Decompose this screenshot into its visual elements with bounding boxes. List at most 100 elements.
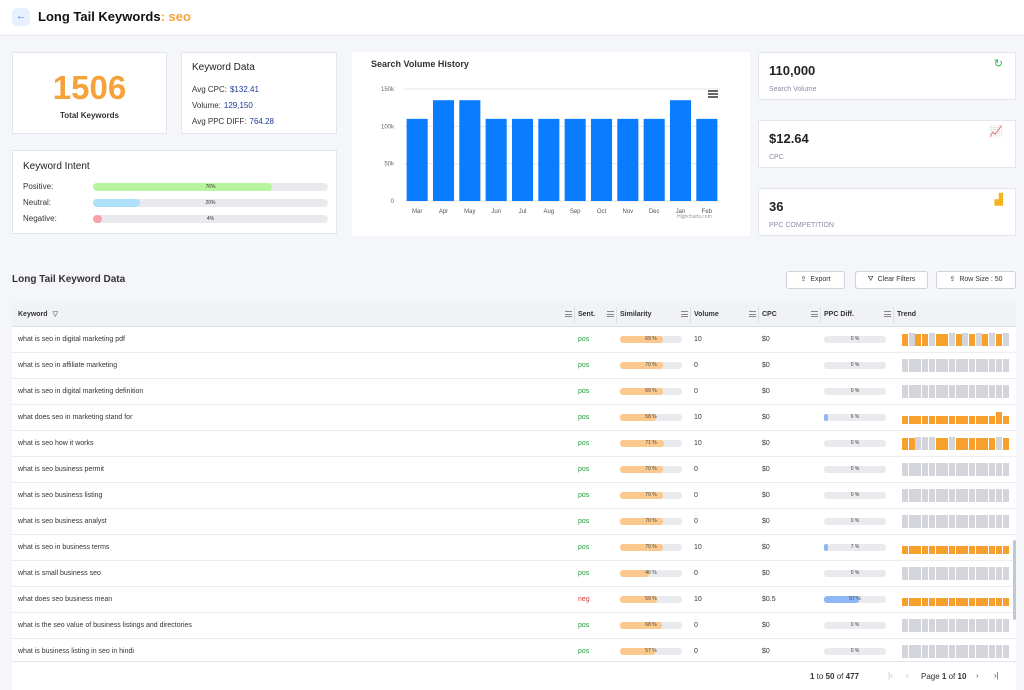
keyword-cell[interactable]: what is business listing in seo in hindi [18,648,134,655]
trend-bar [915,645,922,658]
chart-bar[interactable] [590,118,613,201]
chart-y-tick-label: 50k [384,162,395,168]
row-size-button[interactable]: ⇪ Row Size : 50 [936,271,1016,289]
trend-bar [915,463,922,476]
table-row[interactable]: what is seo in business terms pos 70 % 10 $0… [12,535,1016,561]
chart-bar[interactable] [617,118,639,201]
keyword-cell[interactable]: what is seo how it works [18,440,94,447]
chart-bar[interactable] [459,100,481,201]
chart-bar[interactable] [643,118,665,201]
next-page-icon[interactable]: › [976,671,979,680]
chart-bar[interactable] [669,100,692,201]
trend-bar [989,598,996,606]
column-header-ppc-diff[interactable]: PPC Diff. [824,303,897,327]
trend-bar [935,463,942,476]
keyword-cell[interactable]: what is seo in digital marketing definit… [18,388,144,395]
trend-bar [989,333,996,346]
clear-filters-button[interactable]: ⛛ Clear Filters [855,271,928,289]
table-row[interactable]: what does seo in marketing stand for pos 5… [12,405,1016,431]
first-page-icon[interactable]: |‹ [888,671,893,680]
column-header-cpc[interactable]: CPC [762,303,824,327]
trend-bar [982,385,989,398]
trend-bar [902,385,908,398]
table-row[interactable]: what is seo in affiliate marketing pos 70 … [12,353,1016,379]
chart-bar[interactable] [485,118,507,201]
filter-icon: ⛛ [867,276,874,283]
column-menu-icon[interactable] [811,311,818,317]
similarity-bar-text: 70 % [645,362,657,368]
keyword-cell[interactable]: what is seo in digital marketing pdf [18,336,125,343]
table-row[interactable]: what is seo in digital marketing definit… [12,379,1016,405]
chart-menu-icon[interactable] [708,90,718,98]
trend-bar [942,645,949,658]
chart-bar[interactable] [538,118,560,201]
avg-cpc-label: Avg CPC: [192,85,227,94]
table-row[interactable]: what is seo business listing pos 70 % 0 $0 0 … [12,483,1016,509]
similarity-bar: 70 % [620,518,682,525]
column-header-trend[interactable]: Trend [897,303,1016,327]
chart-bar[interactable] [432,100,455,201]
column-menu-icon[interactable] [749,311,756,317]
column-header-similarity[interactable]: Similarity [620,303,694,327]
export-button[interactable]: ⇪ Export [786,271,845,289]
column-header-volume[interactable]: Volume [694,303,762,327]
table-row[interactable]: what is the seo value of business listin… [12,613,1016,639]
last-page-icon[interactable]: ›| [994,671,999,680]
intent-label: Neutral: [23,198,52,207]
trend-bar [948,546,955,554]
table-row[interactable]: what is seo how it works pos 71 % 10 $0 0 % [12,431,1016,457]
column-menu-icon[interactable] [681,311,688,317]
table-scrollbar[interactable] [1013,540,1016,620]
column-menu-icon[interactable] [565,311,572,317]
filter-icon[interactable]: ▽ [52,311,58,318]
ppc-diff-bar-text: 0 % [850,570,860,576]
back-arrow-icon[interactable]: ← [12,8,30,26]
table-row[interactable]: what is seo business permit pos 70 % 0 $0 0 % [12,457,1016,483]
trend-bar [915,334,922,346]
table-row[interactable]: what is small business seo pos 46 % 0 $0 0 % [12,561,1016,587]
keyword-cell[interactable]: what is seo in business terms [18,544,110,551]
keyword-cell[interactable]: what does seo in marketing stand for [18,414,133,421]
trend-bar [975,416,982,424]
trend-bar [1002,546,1009,554]
trend-bar [989,385,996,398]
column-header-keyword[interactable]: Keyword ▽ [18,303,578,327]
ppc-diff-bar-fill [824,596,860,603]
keyword-cell[interactable]: what is seo business listing [18,492,103,499]
column-header-sent[interactable]: Sent. [578,303,620,327]
trend-bar [928,645,935,658]
keyword-cell[interactable]: what is the seo value of business listin… [18,622,192,629]
keyword-intent-card: Keyword Intent Positive: 76% Neutral: 20% Ne… [12,150,337,234]
ppc-diff-bar-text: 7 % [850,544,860,550]
cpc-cell: $0 [762,336,770,343]
column-separator [758,307,759,323]
column-menu-icon[interactable] [884,311,891,317]
keyword-cell[interactable]: what is seo business analyst [18,518,107,525]
table-row[interactable]: what is seo in digital marketing pdf pos 6… [12,327,1016,353]
trend-bar [962,546,969,554]
volume-row: Volume: 129,150 [192,101,253,110]
trend-bar [935,598,942,606]
ppc-diff-bar-text: 6 % [850,414,860,420]
trend-bar [989,567,996,580]
keyword-cell[interactable]: what is seo business permit [18,466,104,473]
table-row[interactable]: what is seo business analyst pos 70 % 0 $0 0 … [12,509,1016,535]
chart-bar[interactable] [406,118,428,201]
column-menu-icon[interactable] [607,311,614,317]
table-row[interactable]: what does seo business mean neg 59 % 10 $0.5… [12,587,1016,613]
chart-bar[interactable] [696,118,718,201]
chart-bar[interactable] [511,118,534,201]
keyword-cell[interactable]: what does seo business mean [18,596,113,603]
keyword-cell[interactable]: what is seo in affiliate marketing [18,362,118,369]
keyword-cell[interactable]: what is small business seo [18,570,101,577]
chart-bar[interactable] [564,118,586,201]
table-row[interactable]: what is business listing in seo in hindi… [12,639,1016,661]
similarity-bar: 70 % [620,544,682,551]
prev-page-icon[interactable]: ‹ [906,671,909,680]
trend-bar [928,489,935,502]
ppc-diff-bar-text: 0 % [850,518,860,524]
trend-bar [922,567,929,580]
trend-bar [995,437,1002,450]
trend-bar [955,334,962,346]
trend-bar [908,645,915,658]
